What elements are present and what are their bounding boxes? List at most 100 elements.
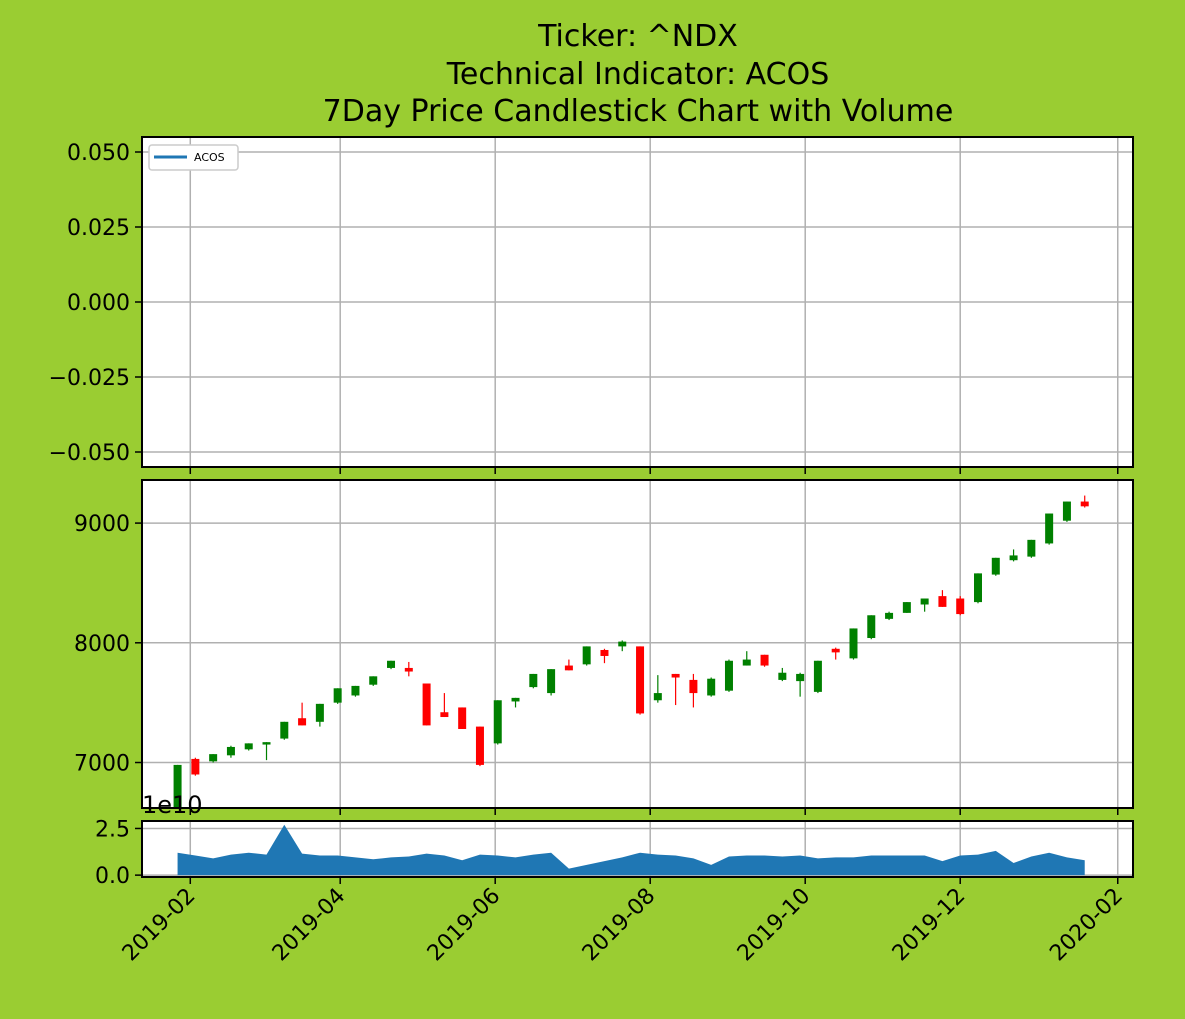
candle	[547, 669, 556, 696]
title-line-chart-type: 7Day Price Candlestick Chart with Volume	[323, 94, 954, 129]
candle-body	[547, 669, 556, 694]
candle-body	[689, 679, 698, 694]
candle	[244, 743, 253, 751]
y-tick-label: 2.5	[95, 817, 130, 842]
candle-body	[333, 688, 342, 703]
x-axis-labels: 2019-02 2019-04 2019-06 2019-08 2019-10 2019-…	[118, 884, 1128, 967]
x-tick-label: 2019-08	[578, 884, 661, 967]
price-panel: 7000 8000 9000	[74, 479, 1134, 815]
x-tick-label: 2019-10	[733, 884, 816, 967]
x-tick-label: 2019-04	[268, 884, 351, 967]
x-tick-label: 2019-02	[118, 884, 201, 967]
candle	[973, 573, 982, 604]
candle	[724, 659, 733, 692]
candle-body	[493, 700, 502, 744]
x-tick-label: 2019-12	[888, 884, 971, 967]
candle-body	[191, 758, 200, 775]
x-tick-label: 2019-06	[423, 884, 506, 967]
candle-body	[991, 557, 1000, 575]
y-tick-label: 9000	[74, 512, 130, 537]
candle	[885, 611, 894, 621]
candle	[564, 659, 573, 671]
candle	[280, 721, 289, 740]
candle-body	[778, 672, 787, 680]
y-tick-label: 8000	[74, 632, 130, 657]
y-tick-label: 7000	[74, 752, 130, 777]
candle	[511, 697, 520, 708]
candle	[173, 764, 182, 808]
candle	[226, 745, 235, 758]
candle-body	[653, 693, 662, 701]
candle	[867, 615, 876, 640]
candle	[1027, 539, 1036, 558]
candle	[618, 640, 627, 652]
candle-body	[404, 667, 413, 672]
candle-body	[369, 676, 378, 685]
candle-body	[209, 754, 218, 762]
volume-panel-frame	[141, 820, 1134, 878]
title-line-ticker: Ticker: ^NDX	[537, 19, 738, 54]
candle	[742, 651, 751, 666]
candle-body	[475, 726, 484, 765]
y-tick-label: 0.050	[67, 141, 130, 166]
candle	[991, 557, 1000, 576]
title-line-indicator: Technical Indicator: ACOS	[446, 57, 830, 92]
candle	[956, 596, 965, 616]
candle	[422, 683, 431, 726]
candle	[493, 700, 502, 745]
chart-title: Ticker: ^NDX Technical Indicator: ACOS 7…	[323, 19, 954, 129]
candlestick-series	[173, 495, 1089, 808]
candle	[902, 602, 911, 613]
indicator-panel-grid	[142, 137, 1133, 467]
candle-body	[867, 615, 876, 639]
candle	[315, 703, 324, 727]
candle-body	[760, 654, 769, 666]
candle-body	[280, 721, 289, 739]
legend-label-acos: ACOS	[194, 151, 225, 164]
candle	[209, 754, 218, 763]
candle	[671, 673, 680, 706]
candle-body	[813, 660, 822, 692]
candle	[1009, 549, 1018, 562]
candle	[369, 676, 378, 686]
candle-body	[600, 649, 609, 656]
candle	[831, 647, 840, 660]
volume-offset-label: 1e10	[142, 791, 203, 819]
candle	[849, 628, 858, 660]
candle-body	[262, 742, 271, 745]
candle-body	[707, 678, 716, 696]
candle-body	[173, 764, 182, 808]
candle-body	[956, 598, 965, 615]
price-panel-grid	[142, 480, 1133, 808]
candle-body	[422, 683, 431, 726]
indicator-panel: 0.050 0.025 0.000 −0.025 −0.050 ACOS	[49, 136, 1134, 474]
price-panel-frame	[141, 479, 1134, 809]
candle-body	[671, 673, 680, 678]
candle	[387, 660, 396, 670]
candle	[778, 667, 787, 682]
candle	[689, 673, 698, 708]
candle	[813, 660, 822, 694]
x-tick-label: 2020-02	[1045, 884, 1128, 967]
candle-body	[458, 707, 467, 729]
candle-body	[244, 743, 253, 750]
candle	[351, 685, 360, 697]
volume-panel: 2.5 0.0 1e10	[95, 791, 1134, 889]
candle	[440, 693, 449, 718]
indicator-legend: ACOS	[148, 144, 239, 171]
legend-box	[148, 144, 239, 171]
candle-body	[973, 573, 982, 603]
candle	[582, 646, 591, 666]
candle	[404, 661, 413, 677]
candle-body	[938, 596, 947, 607]
candle-body	[1080, 501, 1089, 507]
y-tick-label: 0.025	[67, 216, 130, 241]
candle-body	[351, 685, 360, 696]
candle-body	[796, 673, 805, 682]
y-tick-label: −0.025	[49, 366, 130, 391]
price-panel-background	[142, 480, 1133, 808]
candle	[600, 648, 609, 664]
candle-body	[831, 648, 840, 653]
candle-body	[742, 659, 751, 666]
candle	[1080, 495, 1089, 508]
